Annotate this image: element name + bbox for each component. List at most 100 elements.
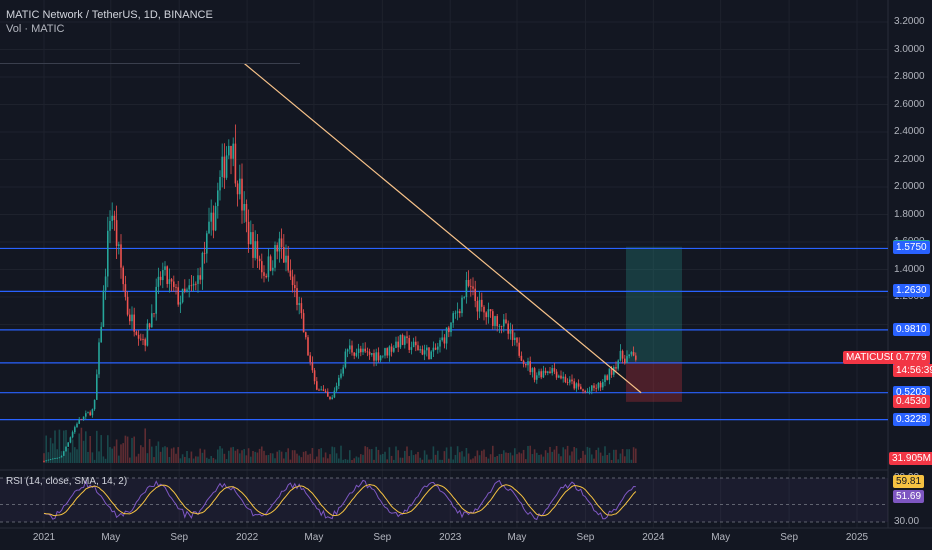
rsi-axis-bottom: 30.00 <box>894 516 920 527</box>
volume-bar <box>135 456 138 463</box>
volume-bar <box>388 447 391 463</box>
volume-bar <box>250 456 252 463</box>
volume-bar <box>122 443 124 463</box>
volume-bar <box>456 446 459 463</box>
volume-bar <box>93 459 96 463</box>
price-level-badge: 0.4530 <box>893 394 930 408</box>
candle-body <box>291 276 294 286</box>
candle-body <box>85 413 87 417</box>
candle-body <box>118 244 120 246</box>
candle-body <box>217 190 219 207</box>
candle-body <box>170 279 173 282</box>
volume-bar <box>542 456 545 463</box>
volume-bar <box>291 450 294 463</box>
volume-bar <box>346 459 349 463</box>
candle-body <box>481 299 483 307</box>
candle-body <box>580 386 582 390</box>
volume-bar <box>558 453 560 463</box>
trendline[interactable] <box>0 63 642 394</box>
volume-bar <box>586 446 589 463</box>
volume-bar <box>355 456 358 463</box>
volume-bar <box>439 459 441 463</box>
volume-bar <box>261 446 263 463</box>
candle-body <box>111 215 113 221</box>
volume-bar <box>80 427 83 463</box>
volume-bar <box>206 457 208 463</box>
volume-bar <box>505 452 507 463</box>
volume-badge: 31.905M <box>889 452 932 465</box>
volume-bar <box>595 450 597 463</box>
candle-body <box>289 270 292 277</box>
candle-body <box>357 348 360 353</box>
volume-bar <box>63 430 65 463</box>
candle-body <box>71 432 74 438</box>
volume-bar <box>159 451 162 463</box>
candle-body <box>445 327 448 344</box>
volume-bar <box>118 455 120 463</box>
volume-bar <box>228 450 230 463</box>
candle-body <box>379 355 382 361</box>
candle-body <box>401 334 404 345</box>
candle-body <box>467 279 470 286</box>
date-tick: May <box>304 532 324 543</box>
volume-bar <box>463 456 465 463</box>
candle-body <box>219 176 221 191</box>
volume-bar <box>188 458 190 463</box>
volume-bar <box>302 451 305 463</box>
candle-body <box>212 212 215 231</box>
current-price-badge: 0.7779 <box>893 351 930 364</box>
candle-body <box>206 233 208 254</box>
candle-body <box>250 232 252 245</box>
candle-body <box>575 383 578 389</box>
candle-body <box>443 337 446 344</box>
volume-bar <box>395 446 397 463</box>
volume-bar <box>610 459 613 463</box>
candle-body <box>522 360 525 364</box>
volume-bar <box>313 459 316 463</box>
candle-body <box>104 276 107 291</box>
horizontal-levels[interactable] <box>0 247 888 421</box>
candle-body <box>549 371 551 374</box>
candle-body <box>577 383 580 387</box>
candle-body <box>390 346 393 352</box>
volume-bar <box>419 457 421 463</box>
volume-bar <box>175 453 177 463</box>
candle-body <box>58 457 61 459</box>
volume-bar <box>481 450 483 463</box>
volume-bar <box>485 456 487 463</box>
candles <box>43 124 637 462</box>
candle-body <box>60 455 63 458</box>
candle-body <box>296 288 298 305</box>
volume-bar <box>318 449 320 463</box>
volume-bar <box>155 445 157 463</box>
volume-bar <box>267 454 270 463</box>
volume-bar <box>239 453 241 463</box>
candle-body <box>80 419 83 421</box>
volume-bar <box>256 452 259 463</box>
volume-bar <box>551 451 553 463</box>
volume-bar <box>49 437 52 463</box>
volume-bar <box>437 450 439 463</box>
volume-bar <box>309 453 311 463</box>
candle-body <box>137 334 140 339</box>
volume-bar <box>258 448 261 463</box>
volume-bar <box>214 459 217 463</box>
long-position-tool[interactable] <box>626 246 682 402</box>
volume-bar <box>197 456 199 463</box>
volume-bar <box>390 455 393 463</box>
candle-body <box>236 183 239 195</box>
candle-body <box>384 348 386 356</box>
candle-body <box>159 276 162 281</box>
candle-body <box>100 326 102 343</box>
volume-bar <box>599 452 602 463</box>
candle-body <box>450 322 452 333</box>
candle-body <box>520 355 523 361</box>
candle-body <box>285 255 287 263</box>
volume-bar <box>76 449 78 463</box>
volume-bar <box>115 439 118 463</box>
volume-bar <box>621 449 624 463</box>
rsi-band <box>0 478 888 522</box>
volume-bar <box>126 436 129 463</box>
price-level-badge: 1.5750 <box>893 241 930 255</box>
